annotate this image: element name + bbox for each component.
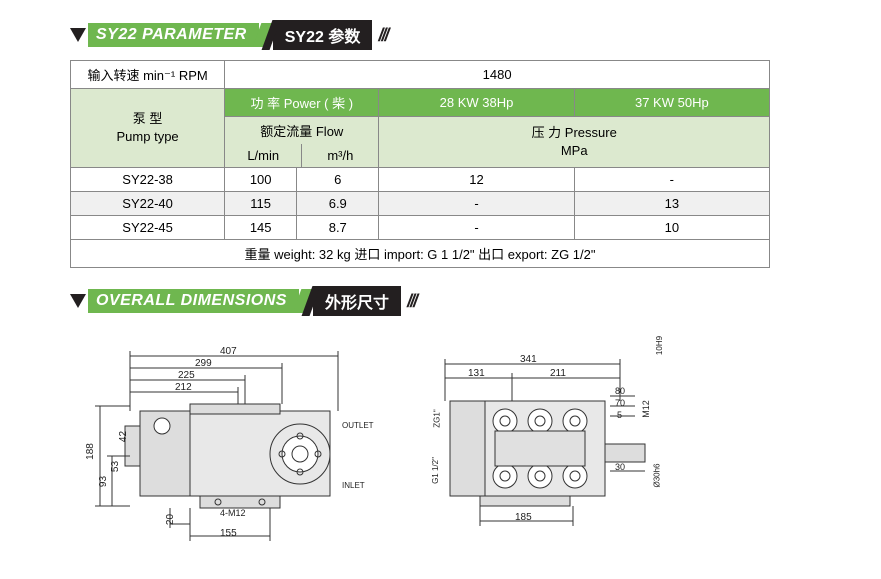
lmin-cell: 115 <box>225 192 297 216</box>
p1-cell: 12 <box>379 168 574 192</box>
p2-cell: 13 <box>574 192 769 216</box>
model-cell: SY22-40 <box>71 192 225 216</box>
table-row: SY22-45 145 8.7 - 10 <box>71 216 770 240</box>
flow-unit-m: m³/h <box>301 144 378 167</box>
footer-cell: 重量 weight: 32 kg 进口 import: G 1 1/2" 出口 … <box>71 240 770 268</box>
dim-label: G1 1/2" <box>431 457 440 484</box>
dim-label: 10H9 <box>655 336 664 355</box>
lmin-cell: 145 <box>225 216 297 240</box>
dim-label: 80 <box>615 386 625 396</box>
parameter-table: 输入转速 min⁻¹ RPM 1480 泵 型 Pump type 功 率 Po… <box>70 60 770 268</box>
p2-cell: - <box>574 168 769 192</box>
dim-label: 211 <box>550 368 566 379</box>
dims-banner-cn: 外形尺寸 <box>313 286 401 316</box>
triangle-marker <box>70 28 86 42</box>
pressure-header: 压 力 Pressure MPa <box>379 117 770 168</box>
m3h-cell: 6.9 <box>297 192 379 216</box>
rpm-value-cell: 1480 <box>225 61 770 89</box>
power-header: 功 率 Power ( 柴 ) <box>225 89 379 117</box>
p1-cell: - <box>379 192 574 216</box>
model-cell: SY22-38 <box>71 168 225 192</box>
dims-banner-en: OVERALL DIMENSIONS <box>88 289 299 313</box>
flow-unit-l: L/min <box>225 144 301 167</box>
pump-type-cn: 泵 型 <box>77 110 218 128</box>
flow-header: 额定流量 Flow L/min m³/h <box>225 117 379 168</box>
drawing-side-view: 407 299 225 212 188 93 53 42 20 155 4-M1… <box>70 326 380 546</box>
drawing-svg <box>410 326 690 546</box>
dim-label: 53 <box>110 461 121 472</box>
triangle-marker <box>70 294 86 308</box>
pressure-cn: 压 力 Pressure <box>385 124 763 142</box>
lmin-cell: 100 <box>225 168 297 192</box>
dim-label: 5 <box>617 410 622 420</box>
p2-cell: 10 <box>574 216 769 240</box>
dim-label: 70 <box>615 398 625 408</box>
inlet-label: INLET <box>342 481 365 490</box>
table-row: SY22-38 100 6 12 - <box>71 168 770 192</box>
dim-label: 93 <box>98 476 109 487</box>
power-col-1: 37 KW 50Hp <box>574 89 769 117</box>
slashes-decor: /// <box>407 291 416 312</box>
pressure-unit: MPa <box>385 142 763 160</box>
dim-label: 407 <box>220 346 237 357</box>
dim-label: 30 <box>615 462 625 472</box>
table-footer-row: 重量 weight: 32 kg 进口 import: G 1 1/2" 出口 … <box>71 240 770 268</box>
drawing-front-view: 341 131 211 80 70 5 M12 30 185 ZG1" G1 1… <box>410 326 690 546</box>
outlet-label: OUTLET <box>342 421 374 430</box>
dim-label: 131 <box>468 368 485 379</box>
model-cell: SY22-45 <box>71 216 225 240</box>
pump-type-en: Pump type <box>77 128 218 146</box>
m3h-cell: 6 <box>297 168 379 192</box>
param-section-header: SY22 PARAMETER SY22 参数 /// <box>70 20 811 50</box>
param-banner-cn: SY22 参数 <box>273 20 373 50</box>
dim-label: ZG1" <box>433 409 442 427</box>
rpm-label-cell: 输入转速 min⁻¹ RPM <box>71 61 225 89</box>
dim-label: 341 <box>520 354 537 365</box>
dim-label: 155 <box>220 528 237 539</box>
slashes-decor: /// <box>378 25 387 46</box>
dim-label: 188 <box>85 443 96 460</box>
dim-label: 185 <box>515 512 532 523</box>
dim-label: 225 <box>178 370 195 381</box>
dim-label: 299 <box>195 358 212 369</box>
dim-label: 42 <box>118 431 129 442</box>
m3h-cell: 8.7 <box>297 216 379 240</box>
dims-section-header: OVERALL DIMENSIONS 外形尺寸 /// <box>70 286 811 316</box>
dim-label: M12 <box>641 400 651 418</box>
dim-label: 212 <box>175 382 192 393</box>
power-col-0: 28 KW 38Hp <box>379 89 574 117</box>
table-row: SY22-40 115 6.9 - 13 <box>71 192 770 216</box>
dim-label: Ø30h6 <box>653 463 662 487</box>
p1-cell: - <box>379 216 574 240</box>
dim-label: 20 <box>165 514 176 525</box>
dim-label: 4-M12 <box>220 508 246 518</box>
drawings-container: 407 299 225 212 188 93 53 42 20 155 4-M1… <box>70 326 811 546</box>
flow-label: 额定流量 Flow <box>225 117 378 144</box>
param-banner-en: SY22 PARAMETER <box>88 23 259 47</box>
pump-type-header: 泵 型 Pump type <box>71 89 225 168</box>
